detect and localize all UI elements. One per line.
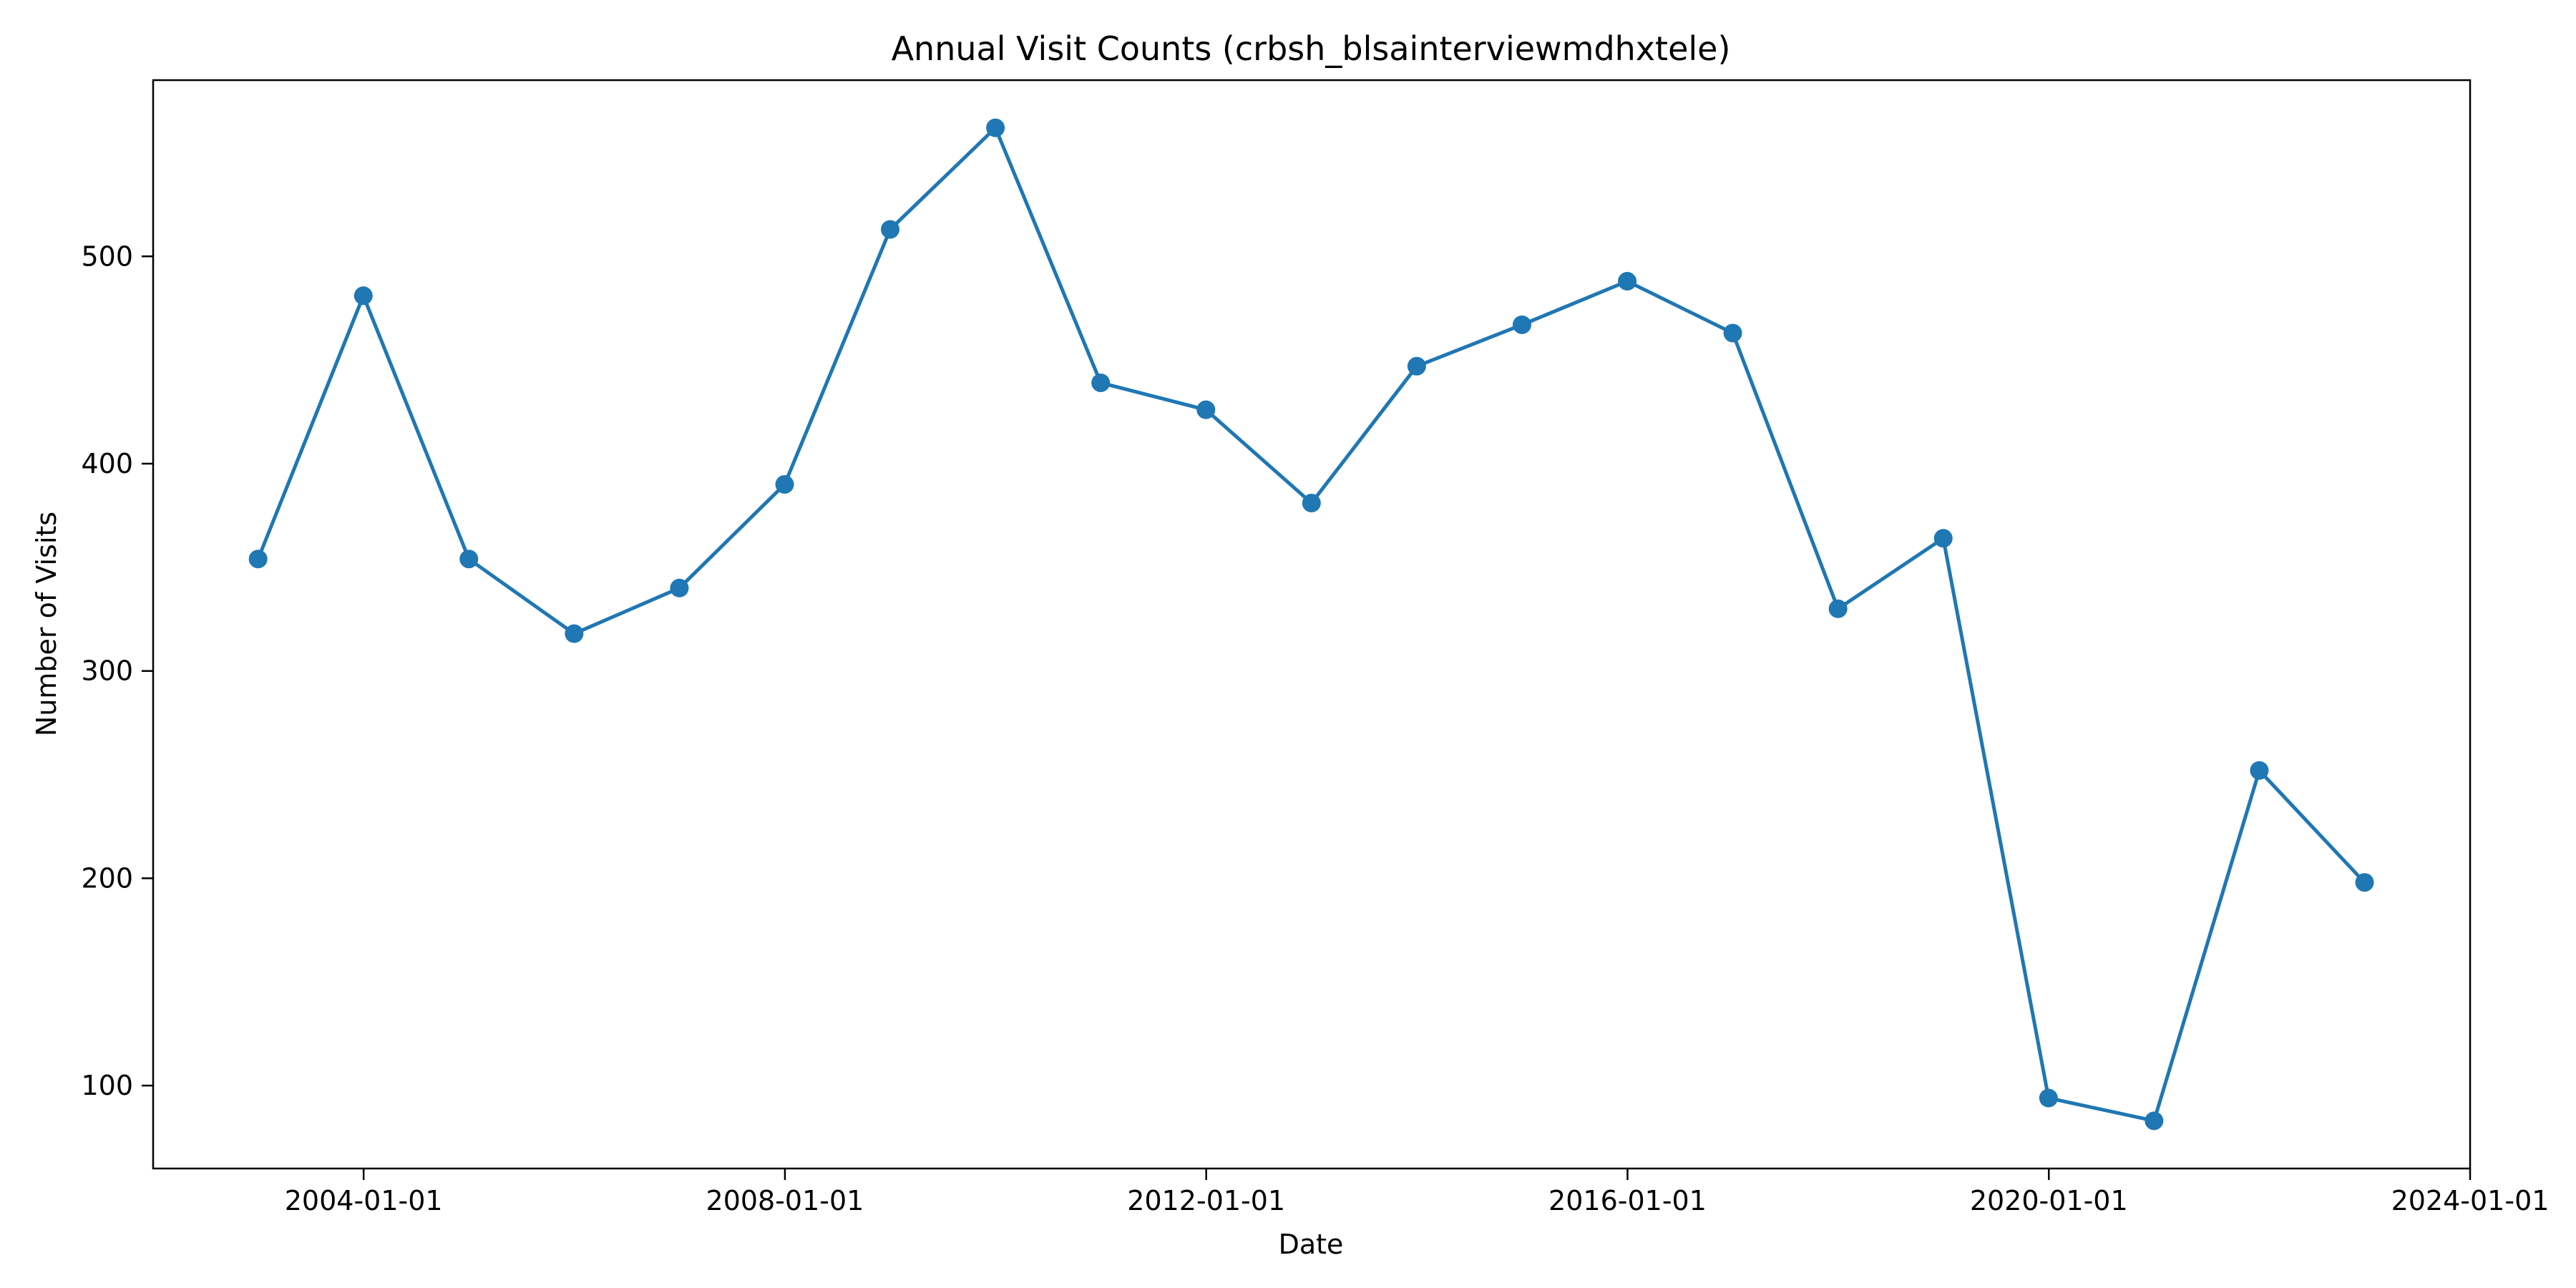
data-point xyxy=(248,550,268,569)
data-point xyxy=(1512,315,1531,334)
x-axis-label: Date xyxy=(1279,1229,1344,1260)
data-point xyxy=(2355,873,2374,892)
x-tick-label: 2012-01-01 xyxy=(1127,1185,1285,1216)
x-tick-label: 2016-01-01 xyxy=(1548,1185,1707,1216)
y-axis-label: Number of Visits xyxy=(31,512,62,736)
y-tick-label: 100 xyxy=(81,1070,133,1101)
y-tick-label: 500 xyxy=(81,240,133,272)
data-point xyxy=(459,550,479,569)
data-point xyxy=(775,474,794,494)
data-point xyxy=(1933,529,1953,548)
data-point xyxy=(1828,599,1848,618)
data-point xyxy=(1302,494,1321,513)
data-point xyxy=(1196,400,1216,419)
data-point xyxy=(2039,1088,2058,1108)
x-tick-label: 2004-01-01 xyxy=(285,1185,443,1216)
data-point xyxy=(1407,356,1426,376)
x-tick-label: 2024-01-01 xyxy=(2391,1185,2550,1216)
x-tick-label: 2020-01-01 xyxy=(1970,1185,2128,1216)
data-point xyxy=(986,118,1005,137)
x-tick-label: 2008-01-01 xyxy=(706,1185,864,1216)
data-point xyxy=(881,220,900,239)
data-point xyxy=(2145,1111,2164,1131)
data-point xyxy=(670,578,689,597)
data-point xyxy=(353,286,373,306)
chart-title: Annual Visit Counts (crbsh_blsainterview… xyxy=(892,29,1731,68)
plot-frame xyxy=(152,79,2472,1170)
y-tick-label: 400 xyxy=(81,448,133,479)
y-tick-label: 300 xyxy=(81,655,133,687)
data-point xyxy=(1618,272,1637,291)
x-axis: 2004-01-01 2008-01-01 2012-01-01 2016-01-01… xyxy=(285,1169,2550,1216)
data-point xyxy=(1723,323,1742,343)
data-point xyxy=(1091,373,1111,392)
data-point xyxy=(2250,761,2269,780)
plot-area xyxy=(248,118,2374,1131)
y-axis: 100 200 300 400 500 xyxy=(81,240,153,1101)
data-point xyxy=(565,624,584,643)
y-tick-label: 200 xyxy=(81,862,133,894)
